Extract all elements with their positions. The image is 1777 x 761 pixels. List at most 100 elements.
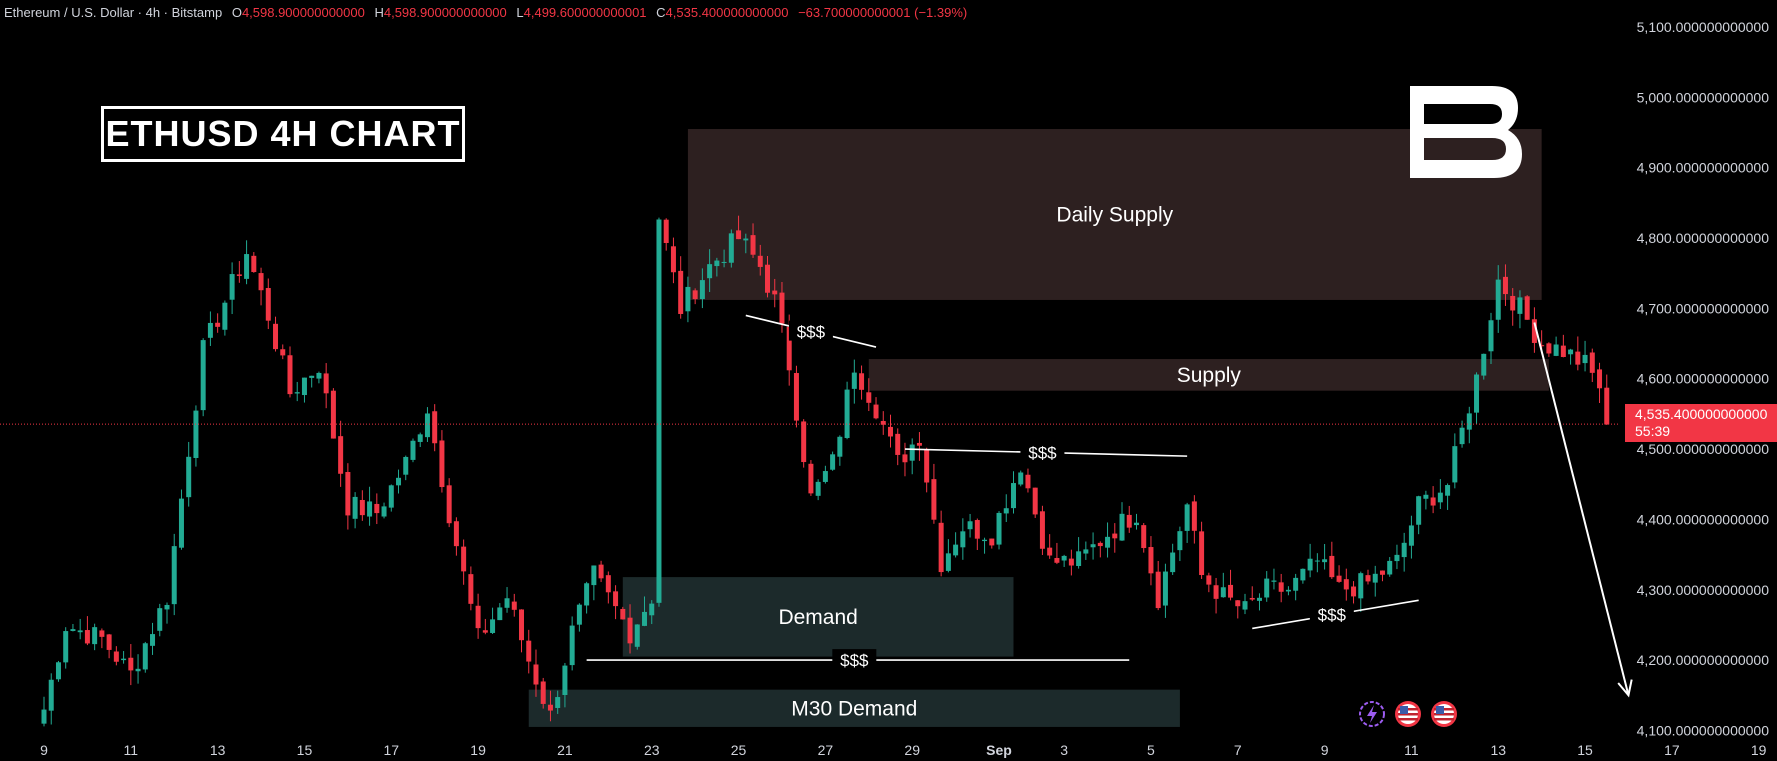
candle-body bbox=[1271, 580, 1277, 582]
candle-body bbox=[482, 630, 488, 633]
projection-arrow[interactable] bbox=[1533, 322, 1630, 696]
b-logo-icon bbox=[1410, 86, 1522, 178]
candle-body bbox=[699, 280, 705, 300]
candle-body bbox=[786, 326, 792, 371]
candle-body bbox=[1452, 446, 1458, 483]
high-value: 4,598.900000000000 bbox=[383, 5, 507, 20]
candle-body bbox=[1546, 343, 1552, 354]
candle-body bbox=[779, 292, 785, 324]
candle-body bbox=[1445, 485, 1451, 496]
candle-body bbox=[432, 411, 438, 444]
close-value: 4,535.400000000000 bbox=[665, 5, 789, 20]
candle-body bbox=[649, 603, 655, 616]
candle-body bbox=[1589, 352, 1595, 373]
candle-body bbox=[765, 264, 770, 293]
candle-body bbox=[526, 640, 532, 662]
current-price-tag: 4,535.400000000000 55:39 bbox=[1625, 404, 1777, 442]
x-tick-label: Sep bbox=[986, 742, 1012, 758]
candle-body bbox=[1184, 504, 1190, 531]
time-axis[interactable]: 911131517192123252729Sep3579111315171921 bbox=[40, 742, 1777, 758]
candle-body bbox=[338, 436, 344, 474]
candle-body bbox=[63, 631, 69, 663]
candle-body bbox=[1379, 570, 1385, 575]
liquidity-label: $$$ bbox=[840, 651, 869, 670]
candle-body bbox=[193, 410, 199, 458]
x-tick-label: 19 bbox=[470, 742, 486, 758]
candle-body bbox=[924, 449, 930, 483]
candle-body bbox=[171, 546, 177, 605]
candle-body bbox=[1249, 597, 1255, 600]
candle-body bbox=[1502, 276, 1508, 295]
candle-body bbox=[772, 290, 778, 295]
candle-body bbox=[446, 485, 452, 524]
candle-body bbox=[1264, 578, 1270, 598]
candle-body bbox=[1256, 597, 1262, 601]
candle-body bbox=[1495, 279, 1501, 320]
us-flag-icon[interactable] bbox=[1394, 700, 1422, 728]
candle-body bbox=[77, 630, 83, 633]
candle-body bbox=[1133, 522, 1139, 526]
candle-body bbox=[1220, 587, 1226, 598]
candle-body bbox=[1459, 427, 1465, 445]
y-tick-label: 4,300.000000000000 bbox=[1637, 582, 1770, 598]
candle-body bbox=[584, 583, 590, 606]
candle-body bbox=[728, 233, 734, 263]
price-axis[interactable]: 4,100.000000000000 4,200.000000000000 4,30… bbox=[1637, 19, 1770, 738]
candle-body bbox=[721, 261, 727, 263]
lightning-icon[interactable] bbox=[1358, 700, 1386, 728]
candle-body bbox=[157, 608, 163, 631]
candle-body bbox=[468, 574, 474, 604]
liquidity-label-bg bbox=[1020, 441, 1065, 462]
liquidity-label: $$$ bbox=[797, 323, 826, 342]
candle-body bbox=[323, 373, 329, 394]
candle-body bbox=[186, 456, 192, 498]
x-tick-label: 13 bbox=[1490, 742, 1506, 758]
candle-body bbox=[1018, 472, 1024, 485]
y-tick-label: 4,700.000000000000 bbox=[1637, 300, 1770, 316]
candle-body bbox=[1539, 345, 1545, 347]
candle-body bbox=[1365, 575, 1371, 582]
candle-body bbox=[99, 630, 105, 637]
candle-body bbox=[1510, 295, 1516, 311]
candle-body bbox=[92, 627, 98, 645]
zone-1[interactable] bbox=[868, 359, 1549, 391]
candle-body bbox=[316, 372, 322, 379]
candle-body bbox=[1054, 557, 1060, 563]
candle-body bbox=[555, 697, 561, 708]
x-tick-label: 13 bbox=[210, 742, 226, 758]
zone-3[interactable] bbox=[528, 689, 1180, 727]
candle-body bbox=[1061, 555, 1067, 561]
zone-label: Daily Supply bbox=[1056, 203, 1173, 226]
candle-body bbox=[1083, 549, 1089, 554]
candle-body bbox=[1351, 586, 1357, 597]
candle-body bbox=[236, 274, 242, 276]
candle-body bbox=[866, 392, 872, 403]
zone-2[interactable] bbox=[622, 577, 1014, 657]
candle-body bbox=[627, 617, 633, 644]
zone-0[interactable] bbox=[687, 129, 1542, 300]
candle-body bbox=[128, 657, 134, 671]
candle-body bbox=[1177, 531, 1183, 551]
candle-body bbox=[634, 624, 640, 647]
candle-body bbox=[1141, 525, 1147, 549]
candle-body bbox=[982, 539, 988, 542]
candle-body bbox=[1235, 600, 1241, 607]
candle-body bbox=[1531, 319, 1537, 343]
candle-body bbox=[309, 375, 315, 378]
candle-body bbox=[1126, 514, 1132, 528]
low-value: 4,499.600000000001 bbox=[523, 5, 647, 20]
candle-body bbox=[388, 485, 394, 508]
chart-title: ETHUSD 4H CHART bbox=[101, 106, 465, 162]
candle-body bbox=[273, 323, 279, 350]
candles-layer bbox=[41, 215, 1610, 727]
candle-body bbox=[439, 440, 445, 488]
candle-body bbox=[540, 681, 546, 704]
symbol-name: Ethereum / U.S. Dollar · 4h · Bitstamp bbox=[4, 5, 223, 20]
us-flag-icon[interactable] bbox=[1430, 700, 1458, 728]
liquidity-label-bg bbox=[1309, 603, 1354, 624]
candle-body bbox=[569, 625, 575, 666]
x-tick-label: 27 bbox=[818, 742, 834, 758]
candle-body bbox=[1170, 552, 1176, 573]
x-tick-label: 7 bbox=[1234, 742, 1242, 758]
